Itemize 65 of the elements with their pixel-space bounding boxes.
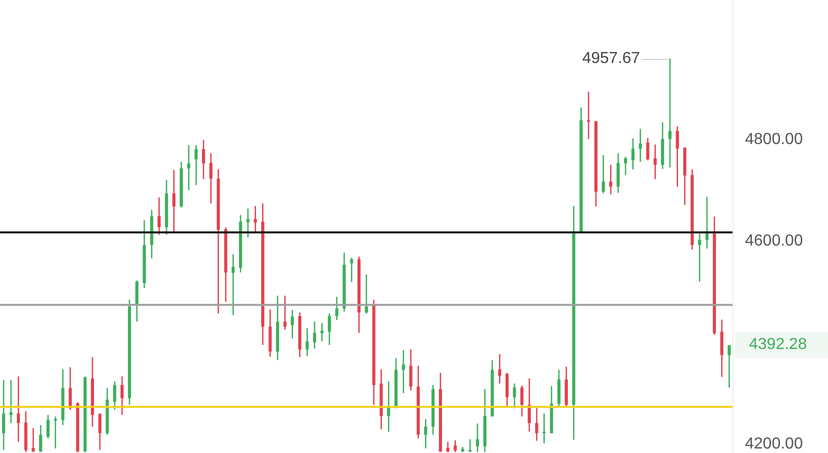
candlestick <box>46 414 50 439</box>
y-tick-label: 4800.00 <box>745 131 803 148</box>
candlestick <box>586 91 590 140</box>
candlestick <box>290 309 294 340</box>
candlestick <box>409 348 412 392</box>
candlestick <box>624 156 628 176</box>
candlestick <box>698 232 702 282</box>
candlestick <box>535 407 538 442</box>
candlestick <box>32 427 35 453</box>
candlestick <box>668 58 672 168</box>
candlestick <box>113 380 116 411</box>
candlestick <box>335 296 338 321</box>
candlestick <box>676 126 679 188</box>
candlestick <box>528 378 531 432</box>
candlestick <box>158 196 161 236</box>
candlestick <box>2 379 6 451</box>
candlestick <box>512 382 516 410</box>
candlestick <box>506 372 509 406</box>
candlestick <box>498 353 502 384</box>
candlestick <box>209 152 212 204</box>
y-tick-label: 4200.00 <box>745 436 803 453</box>
candlestick <box>646 137 650 161</box>
candlestick <box>313 320 316 350</box>
candlestick <box>631 138 635 170</box>
candlestick <box>283 295 287 330</box>
candlestick <box>609 164 612 195</box>
candlestick <box>68 366 72 411</box>
candlestick <box>402 349 405 394</box>
candlestick <box>468 438 472 453</box>
candlestick <box>254 205 257 234</box>
candlestick <box>98 412 102 451</box>
candlestick <box>120 376 124 416</box>
annotation: 4957.67 <box>581 48 640 68</box>
candlestick <box>172 169 176 232</box>
candlestick <box>306 328 309 357</box>
candlestick <box>654 144 657 180</box>
candlestick <box>705 196 709 250</box>
candlestick <box>350 257 354 283</box>
candlestick <box>187 144 190 191</box>
candlestick <box>542 412 546 444</box>
candlestick <box>616 152 620 194</box>
candlestick <box>39 424 42 453</box>
candlestick <box>54 416 57 450</box>
candlestick <box>387 380 390 432</box>
candlestick <box>328 312 331 346</box>
candlestick <box>202 139 206 180</box>
candlestick <box>728 344 731 388</box>
candlestick <box>424 418 428 450</box>
y-tick-label: 4600.00 <box>745 232 803 250</box>
candlestick <box>232 253 235 316</box>
candlestick <box>246 208 250 238</box>
candlestick <box>135 280 138 322</box>
text: 4392.28 <box>735 332 828 358</box>
candlestick <box>446 441 450 453</box>
candlestick <box>476 422 480 453</box>
candlestick <box>520 384 524 418</box>
candlestick <box>638 128 642 162</box>
candlestick <box>320 322 324 342</box>
candlestick <box>720 318 724 378</box>
candlestick <box>454 440 457 453</box>
candlestick <box>16 376 20 442</box>
candlestick <box>194 144 198 186</box>
candlestick <box>364 274 368 314</box>
candlestick <box>602 154 605 194</box>
candlestick <box>9 379 13 424</box>
